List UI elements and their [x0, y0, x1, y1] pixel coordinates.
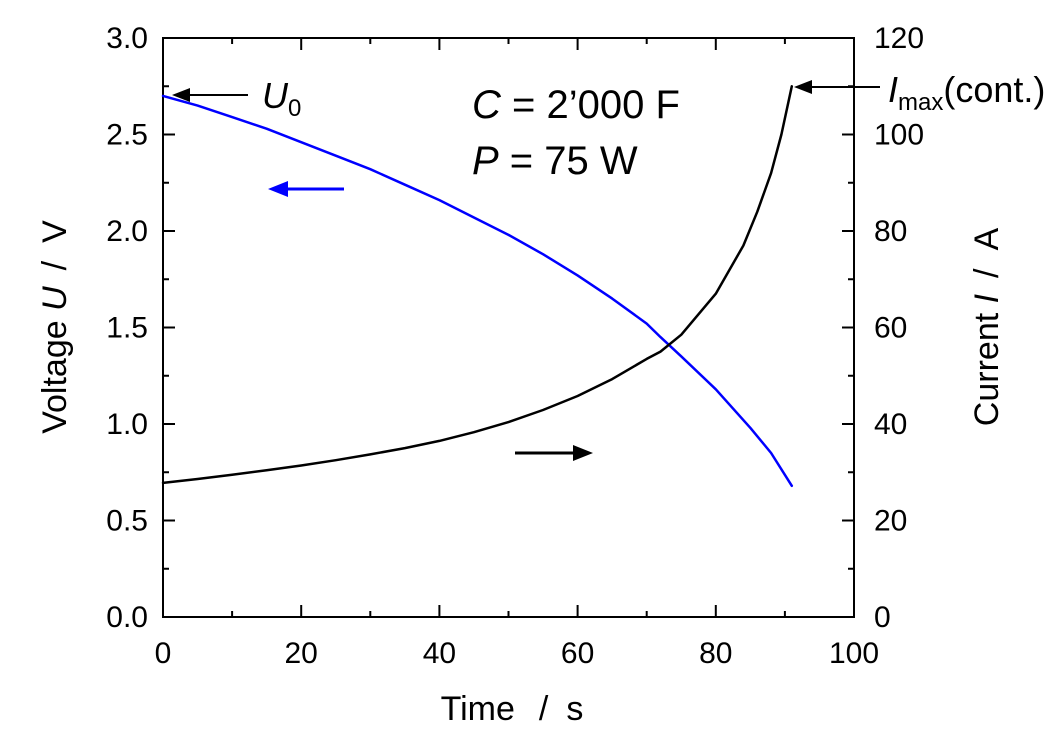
x-tick-label: 100	[829, 637, 879, 670]
x-tick-label: 80	[699, 637, 732, 670]
y-left-tick-label: 2.5	[106, 119, 148, 152]
y-left-title-name: Voltage	[36, 311, 74, 434]
y-left-axis-title: Voltage U/V	[36, 220, 74, 434]
y-right-tick-label: 40	[874, 408, 907, 441]
y-left-tick-label: 2.0	[106, 215, 148, 248]
y-left-tick-label: 1.5	[106, 312, 148, 345]
x-tick-label: 60	[561, 637, 594, 670]
y-left-title-unit: V	[36, 220, 74, 243]
u0-pointer-arrow	[172, 88, 248, 102]
y-left-tick-label: 0.5	[106, 505, 148, 538]
y-right-tick-label: 120	[874, 22, 924, 55]
y-right-tick-label: 100	[874, 119, 924, 152]
y-right-tick-label: 80	[874, 215, 907, 248]
u0-label: U0	[262, 75, 301, 122]
y-right-tick-label: 60	[874, 312, 907, 345]
x-axis-title-unit: s	[566, 690, 583, 728]
tick-labels: 0 20 40 60 80 100 0.0 0.5 1.0 1.5 2.0 2.5 3.0 0 20 40 60…	[106, 22, 924, 670]
voltage-series-line	[161, 94, 794, 488]
y-left-tick-label: 1.0	[106, 408, 148, 441]
current-axis-arrow	[515, 445, 593, 461]
capacitance-annotation: C = 2’000 F	[472, 83, 680, 127]
y-left-tick-label: 0.0	[106, 601, 148, 634]
x-tick-label: 0	[155, 637, 172, 670]
y-right-axis-title: Current I/A	[968, 227, 1006, 426]
x-axis-title-name: Time	[441, 690, 515, 728]
current-series-line	[161, 85, 794, 485]
y-right-title-symbol: I	[968, 293, 1006, 303]
y-right-tick-label: 0	[874, 601, 891, 634]
power-annotation: P = 75 W	[472, 139, 638, 183]
y-left-tick-label: 3.0	[106, 22, 148, 55]
x-tick-label: 20	[285, 637, 318, 670]
voltage-axis-arrow	[268, 181, 344, 197]
imax-pointer-arrow	[794, 80, 880, 94]
series-layer	[161, 85, 794, 488]
x-axis-title: Time / s	[441, 690, 584, 728]
x-tick-label: 40	[423, 637, 456, 670]
y-right-title-name: Current	[968, 303, 1006, 426]
y-left-title-symbol: U	[36, 286, 74, 311]
y-right-title-unit: A	[968, 227, 1006, 250]
imax-label: Imax(cont.)	[888, 69, 1045, 116]
ticks	[162, 37, 855, 618]
y-right-tick-label: 20	[874, 505, 907, 538]
